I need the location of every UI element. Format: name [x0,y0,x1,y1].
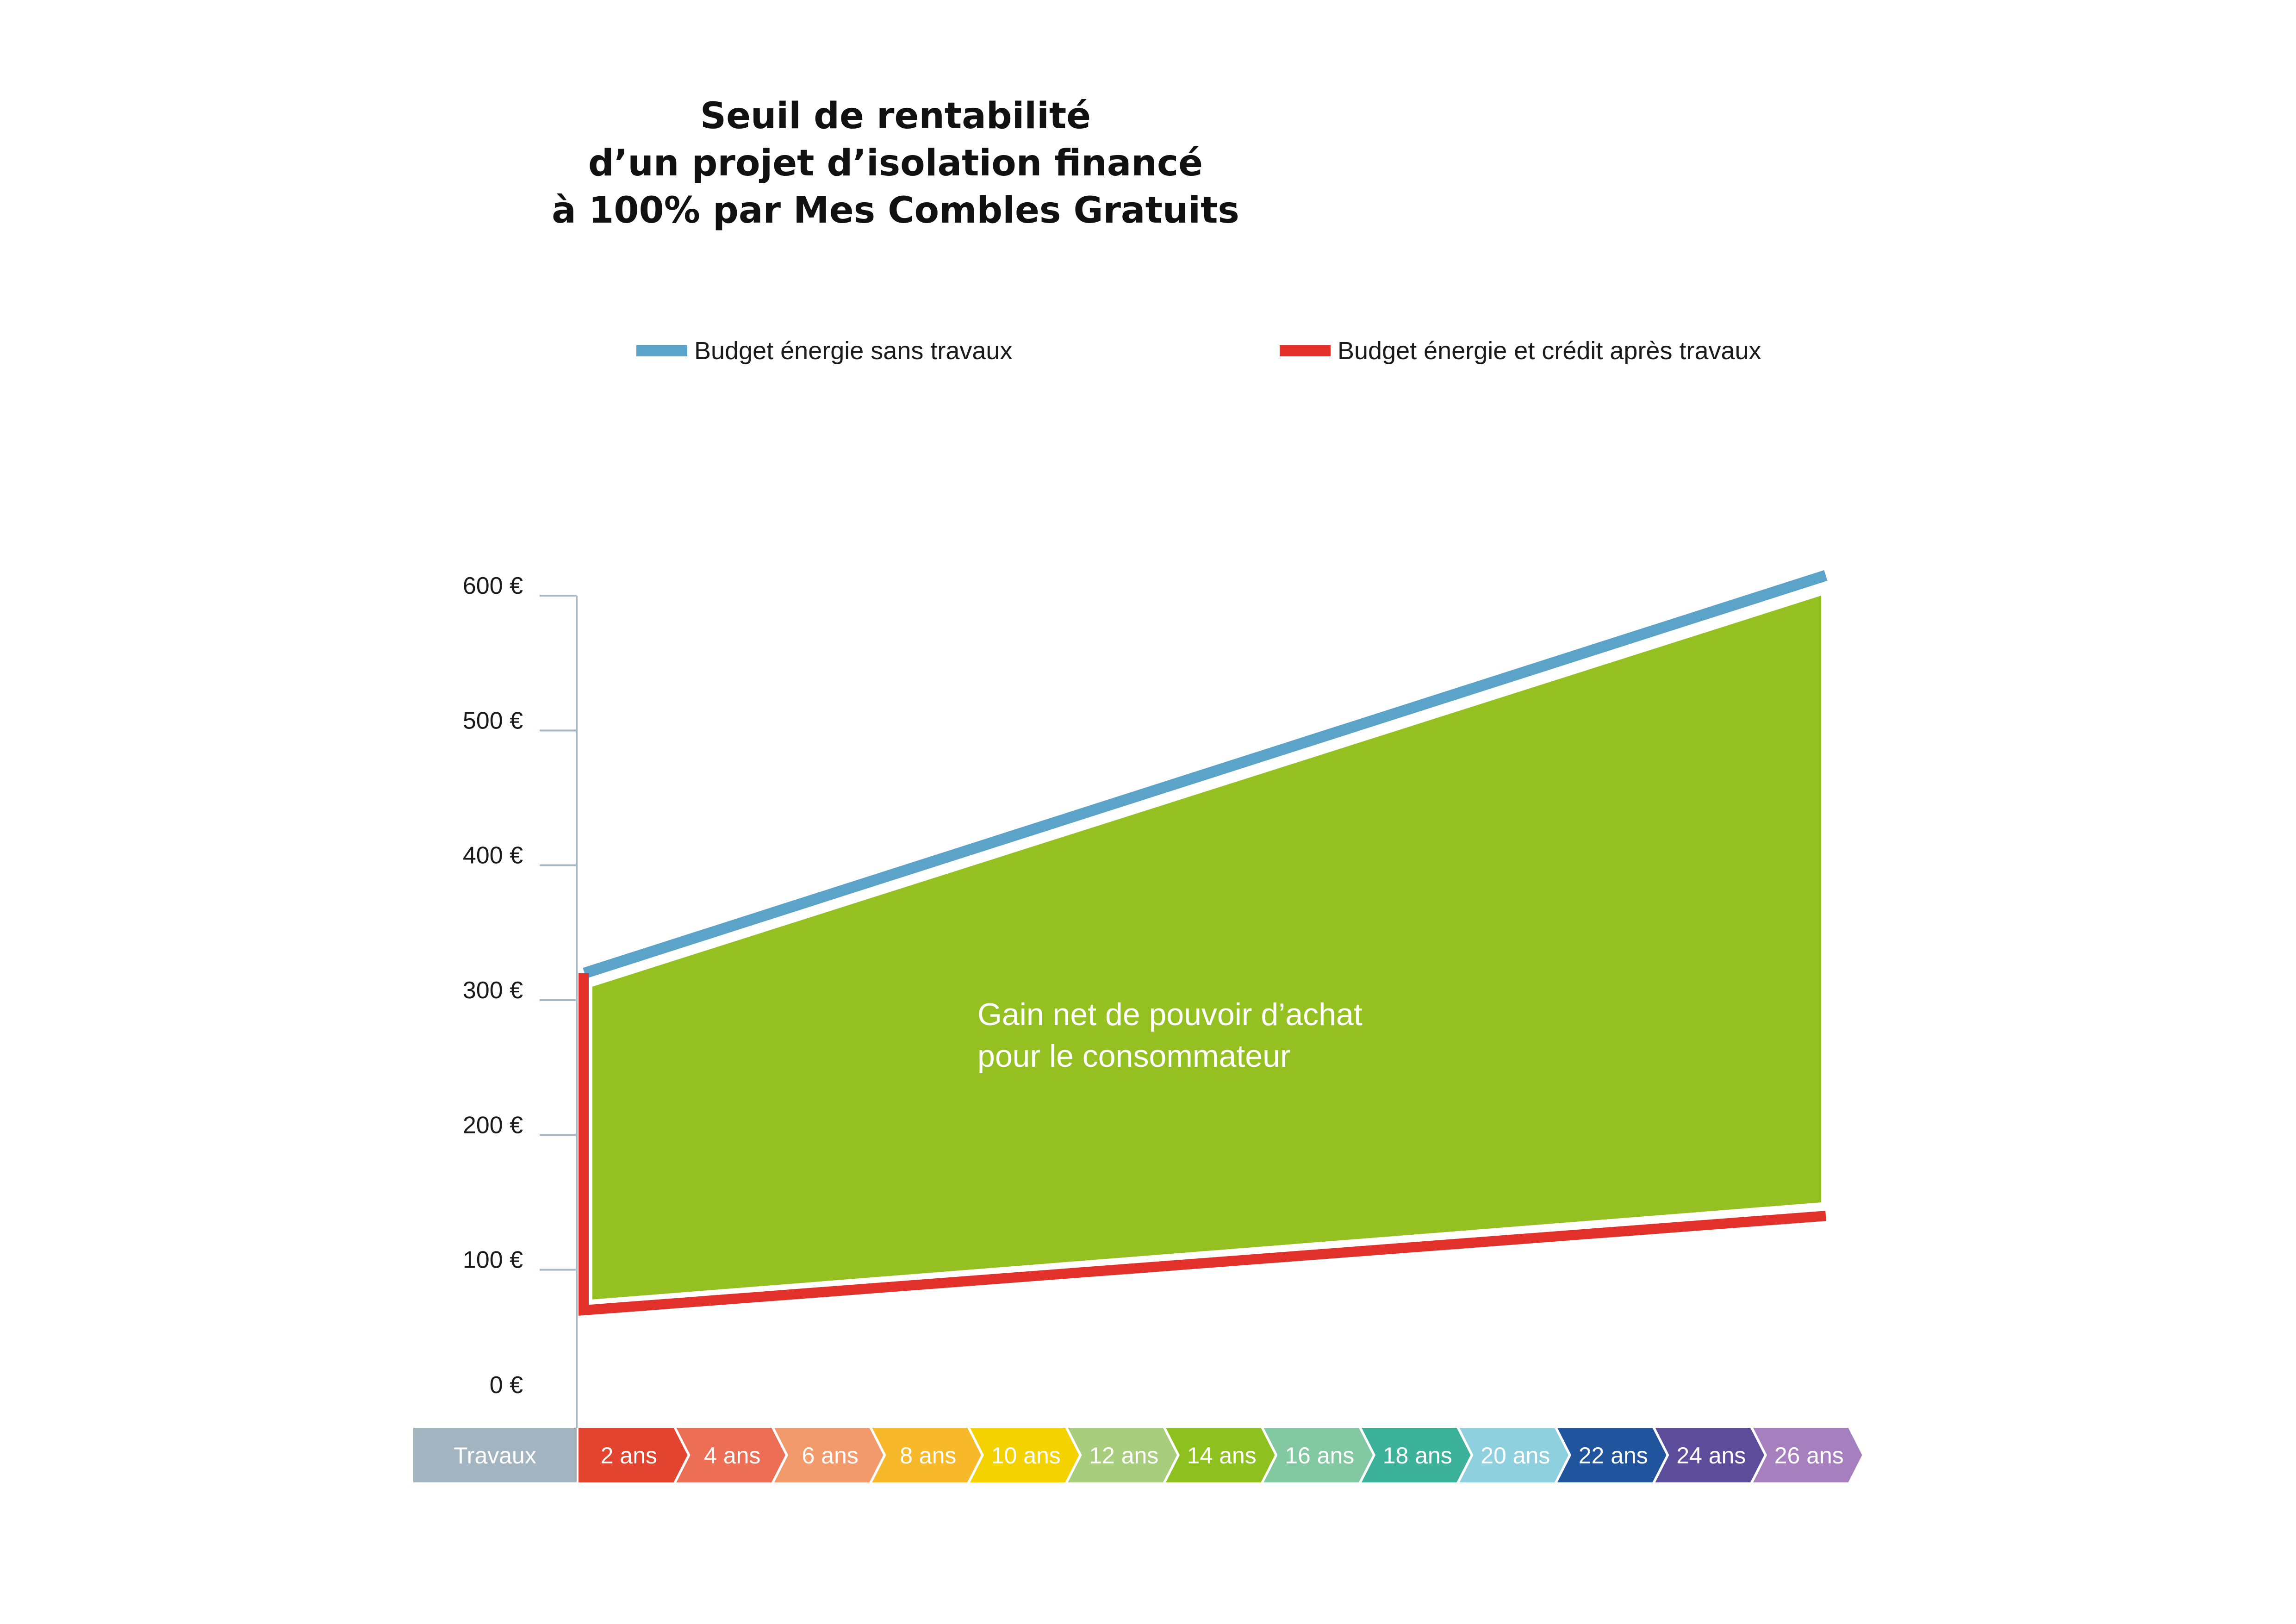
x-category-chevron [1753,1428,1862,1482]
x-category-label: 14 ans [1187,1443,1257,1468]
chart-title-line: d’un projet d’isolation financé [588,143,1203,184]
gain-area [592,596,1821,1300]
x-category-label: 26 ans [1774,1443,1844,1468]
x-category-label: 22 ans [1579,1443,1648,1468]
series-line-sans-travaux [583,570,1828,979]
x-category-label: 10 ans [991,1443,1061,1468]
x-category-label: 6 ans [802,1443,859,1468]
x-category-chevron [872,1428,981,1482]
y-tick-label: 0 € [490,1372,523,1399]
y-tick-label: 500 € [463,707,523,734]
legend: Budget énergie sans travaux Budget énergi… [636,337,1761,365]
x-category-label: 20 ans [1481,1443,1550,1468]
x-category-label: 12 ans [1089,1443,1158,1468]
chart-title-line: Seuil de rentabilité [700,95,1091,137]
x-category-chevron [774,1428,884,1482]
x-category-chevron [676,1428,785,1482]
x-axis: Travaux 2 ans 4 ans 6 ans 8 ans 10 ans 12 ans 1… [413,1428,1862,1482]
y-tick-label: 100 € [463,1247,523,1274]
series-line-apres-travaux [579,973,1826,1316]
x-category-label: 18 ans [1383,1443,1452,1468]
x-category-chevron [1655,1428,1764,1482]
y-tick-label: 600 € [463,572,523,599]
x-category-chevron [1459,1428,1568,1482]
x-category-label: 4 ans [704,1443,760,1468]
x-category-chevron [1166,1428,1275,1482]
x-category-label: 24 ans [1676,1443,1746,1468]
y-tick-label: 200 € [463,1112,523,1139]
x-category-chevron [970,1428,1079,1482]
x-category-label: 16 ans [1285,1443,1354,1468]
chart-title: Seuil de rentabilité d’un projet d’isolat… [0,93,1791,234]
x-category-chevron [1263,1428,1373,1482]
legend-label: Budget énergie sans travaux [694,337,1012,365]
x-category-chevron [1557,1428,1667,1482]
chart-title-line: à 100% par Mes Combles Gratuits [552,190,1239,231]
legend-label: Budget énergie et crédit après travaux [1338,337,1761,365]
x-category-label: 2 ans [601,1443,657,1468]
x-category-chevron [579,1428,688,1482]
x-category-chevron [1362,1428,1471,1482]
y-axis: 600 € 500 € 400 € 300 € 200 € 100 € 0 € [463,572,578,1428]
y-tick-label: 300 € [463,977,523,1004]
x-start-label: Travaux [454,1443,536,1468]
area-annotation: pour le consommateur [977,1039,1291,1074]
x-category-label: 8 ans [900,1443,956,1468]
area-annotation: Gain net de pouvoir d’achat [977,997,1363,1032]
x-category-chevron [1068,1428,1177,1482]
x-start-segment [413,1428,577,1482]
plot-area: Gain net de pouvoir d’achat pour le conso… [579,570,1828,1316]
y-tick-label: 400 € [463,842,523,869]
